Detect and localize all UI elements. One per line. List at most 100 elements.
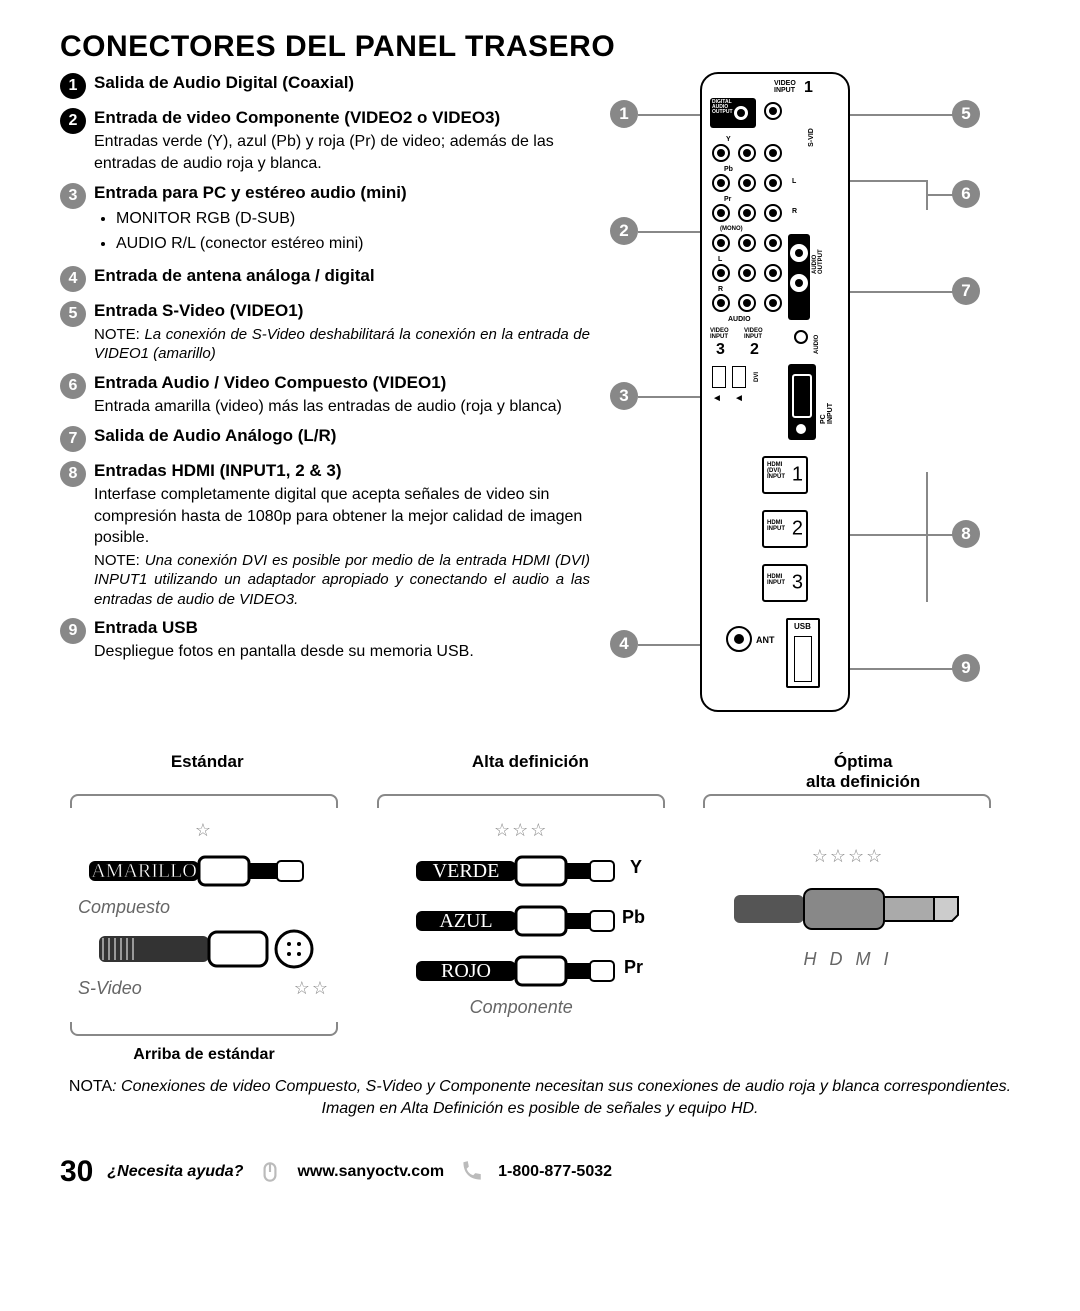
- item-title: Entrada para PC y estéreo audio (mini): [94, 182, 590, 205]
- item-desc: Despliegue fotos en pantalla desde su me…: [94, 641, 590, 663]
- cable-composite-icon: AMARILLO: [89, 847, 319, 891]
- label-ant: ANT: [756, 636, 775, 645]
- cable-pr-icon: ROJO Pr: [396, 947, 646, 991]
- item-number: 7: [60, 426, 86, 452]
- svg-text:VERDE: VERDE: [433, 860, 500, 882]
- svg-text:ROJO: ROJO: [441, 960, 491, 982]
- label-1: 1: [804, 80, 813, 96]
- item-title: Salida de Audio Digital (Coaxial): [94, 72, 590, 95]
- callout-9: 9: [952, 654, 980, 682]
- stars-svideo: ☆☆: [294, 978, 330, 999]
- cable-y-icon: VERDE Y: [396, 847, 646, 891]
- svg-text:AMARILLO: AMARILLO: [91, 860, 197, 882]
- label-hdmi: H D M I: [694, 949, 1001, 970]
- svg-text:Pb: Pb: [622, 907, 645, 927]
- callout-5: 5: [952, 100, 980, 128]
- hdmi-3: 3: [792, 572, 803, 595]
- label-vi3: VIDEO INPUT: [710, 328, 729, 340]
- header-optimal-1: Óptima: [719, 752, 1007, 772]
- label-mono: (MONO): [720, 226, 743, 232]
- label-y: Y: [726, 136, 731, 143]
- stars-component: ☆☆☆: [358, 820, 684, 841]
- connector-item: 2 Entrada de video Componente (VIDEO2 o V…: [60, 107, 590, 174]
- item-title: Entrada de antena análoga / digital: [94, 265, 590, 288]
- label-hdmi2: HDMI INPUT: [767, 520, 785, 532]
- connector-item: 1Salida de Audio Digital (Coaxial): [60, 72, 590, 99]
- svg-text:Y: Y: [630, 857, 642, 877]
- connector-item: 7 Salida de Audio Análogo (L/R): [60, 425, 590, 452]
- item-number: 8: [60, 461, 86, 487]
- item-title: Entrada de video Componente (VIDEO2 o VI…: [94, 107, 590, 130]
- connector-item: 9 Entrada USBDespliegue fotos en pantalla…: [60, 617, 590, 663]
- connector-item: 4 Entrada de antena análoga / digital: [60, 265, 590, 292]
- cable-svideo-icon: [89, 924, 319, 972]
- label-r: R: [792, 208, 797, 215]
- item-desc: Interfase completamente digital que acep…: [94, 484, 590, 549]
- item-desc: Entrada amarilla (video) más las entrada…: [94, 396, 590, 418]
- label-pr: Pr: [724, 196, 731, 203]
- label-above-standard: Arriba de estándar: [60, 1046, 348, 1064]
- connector-item: 8 Entradas HDMI (INPUT1, 2 & 3)Interfase …: [60, 460, 590, 609]
- page-footer: 30 ¿Necesita ayuda? www.sanyoctv.com 1-8…: [60, 1155, 1020, 1189]
- header-hd: Alta definición: [367, 752, 693, 792]
- item-title: Entradas HDMI (INPUT1, 2 & 3): [94, 460, 590, 483]
- item-number: 2: [60, 108, 86, 134]
- header-optimal-2: alta definición: [719, 772, 1007, 792]
- item-number: 5: [60, 301, 86, 327]
- hdmi-1: 1: [792, 464, 803, 487]
- cable-hdmi-icon: [728, 873, 968, 943]
- panel-outline: VIDEO INPUT 1 DIGITAL AUDIO OUTPUT S-VID…: [700, 72, 850, 712]
- stars-composite: ☆: [60, 820, 348, 841]
- item-title: Entrada USB: [94, 617, 590, 640]
- callout-8: 8: [952, 520, 980, 548]
- item-title: Entrada Audio / Video Compuesto (VIDEO1): [94, 372, 590, 395]
- label-audio2: AUDIO: [814, 335, 820, 354]
- item-bullets: MONITOR RGB (D-SUB)AUDIO R/L (conector e…: [94, 207, 590, 257]
- connector-item: 5 Entrada S-Video (VIDEO1)NOTE: La conexi…: [60, 300, 590, 364]
- item-title: Salida de Audio Análogo (L/R): [94, 425, 590, 448]
- label-componente: Componente: [358, 997, 684, 1018]
- connector-item: 3Entrada para PC y estéreo audio (mini)M…: [60, 182, 590, 257]
- label-digital: DIGITAL AUDIO OUTPUT: [712, 100, 733, 115]
- label-hdmi1: HDMI (DVI) INPUT: [767, 462, 785, 480]
- bullet: AUDIO R/L (conector estéreo mini): [116, 232, 590, 257]
- label-usb: USB: [794, 623, 811, 631]
- bullet: MONITOR RGB (D-SUB): [116, 207, 590, 232]
- svg-text:Pr: Pr: [624, 957, 643, 977]
- connector-list: 1Salida de Audio Digital (Coaxial) 2 Entra…: [60, 72, 590, 732]
- item-title: Entrada S-Video (VIDEO1): [94, 300, 590, 323]
- help-text: ¿Necesita ayuda?: [107, 1163, 243, 1181]
- connector-item: 6 Entrada Audio / Video Compuesto (VIDEO1…: [60, 372, 590, 418]
- label-n3: 3: [716, 342, 725, 358]
- label-hdmi3: HDMI INPUT: [767, 574, 785, 586]
- label-l: L: [792, 178, 796, 185]
- quality-note: NOTA: Conexiones de video Compuesto, S-V…: [60, 1076, 1020, 1121]
- callout-6: 6: [952, 180, 980, 208]
- item-number: 6: [60, 373, 86, 399]
- item-desc: Entradas verde (Y), azul (Pb) y roja (Pr…: [94, 131, 590, 174]
- label-r2: R: [718, 286, 723, 293]
- label-vi2: VIDEO INPUT: [744, 328, 763, 340]
- item-note: NOTE: La conexión de S-Video deshabilita…: [94, 325, 590, 364]
- label-dvi: DVI: [754, 372, 760, 382]
- rear-panel-diagram: 1 2 3 4 5 6 7 8 9 VIDEO INPUT 1 DIGITAL …: [610, 72, 1020, 732]
- footer-phone: 1-800-877-5032: [498, 1163, 612, 1181]
- item-number: 4: [60, 266, 86, 292]
- label-l2: L: [718, 256, 722, 263]
- stars-hdmi: ☆☆☆☆: [694, 846, 1001, 867]
- callout-1: 1: [610, 100, 638, 128]
- label-compuesto: Compuesto: [60, 897, 348, 918]
- phone-icon: [458, 1159, 484, 1185]
- callout-2: 2: [610, 217, 638, 245]
- label-audio: AUDIO: [728, 316, 751, 323]
- footer-url: www.sanyoctv.com: [297, 1163, 444, 1181]
- mouse-icon: [257, 1159, 283, 1185]
- label-audio-out: AUDIO OUTPUT: [812, 249, 824, 274]
- item-number: 9: [60, 618, 86, 644]
- callout-3: 3: [610, 382, 638, 410]
- page-title: CONECTORES DEL PANEL TRASERO: [60, 30, 1020, 64]
- header-standard: Estándar: [73, 752, 342, 792]
- label-pb: Pb: [724, 166, 733, 173]
- label-svideo: S-Video: [78, 978, 142, 999]
- svg-text:AZUL: AZUL: [440, 910, 493, 932]
